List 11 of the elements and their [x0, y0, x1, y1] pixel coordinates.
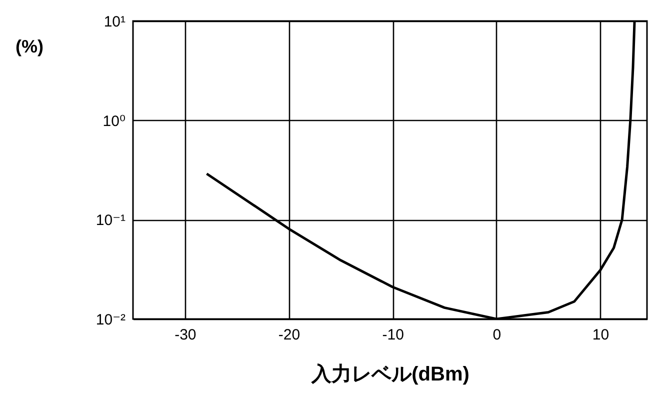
- x-tick-label: -20: [278, 326, 300, 344]
- y-tick-label: 10⁰: [102, 112, 126, 130]
- x-tick-label: 0: [492, 326, 502, 344]
- y-tick-label: 10¹: [104, 14, 126, 30]
- y-axis-title: (%): [16, 36, 44, 56]
- x-tick-label: 10: [592, 326, 610, 344]
- y-tick-label: 10⁻¹: [96, 212, 126, 230]
- x-axis-title: 入力レベル(dBm): [310, 362, 470, 386]
- x-tick-label: -30: [174, 326, 196, 344]
- y-tick-label: 10⁻²: [96, 312, 126, 328]
- x-tick-label: -10: [382, 326, 404, 344]
